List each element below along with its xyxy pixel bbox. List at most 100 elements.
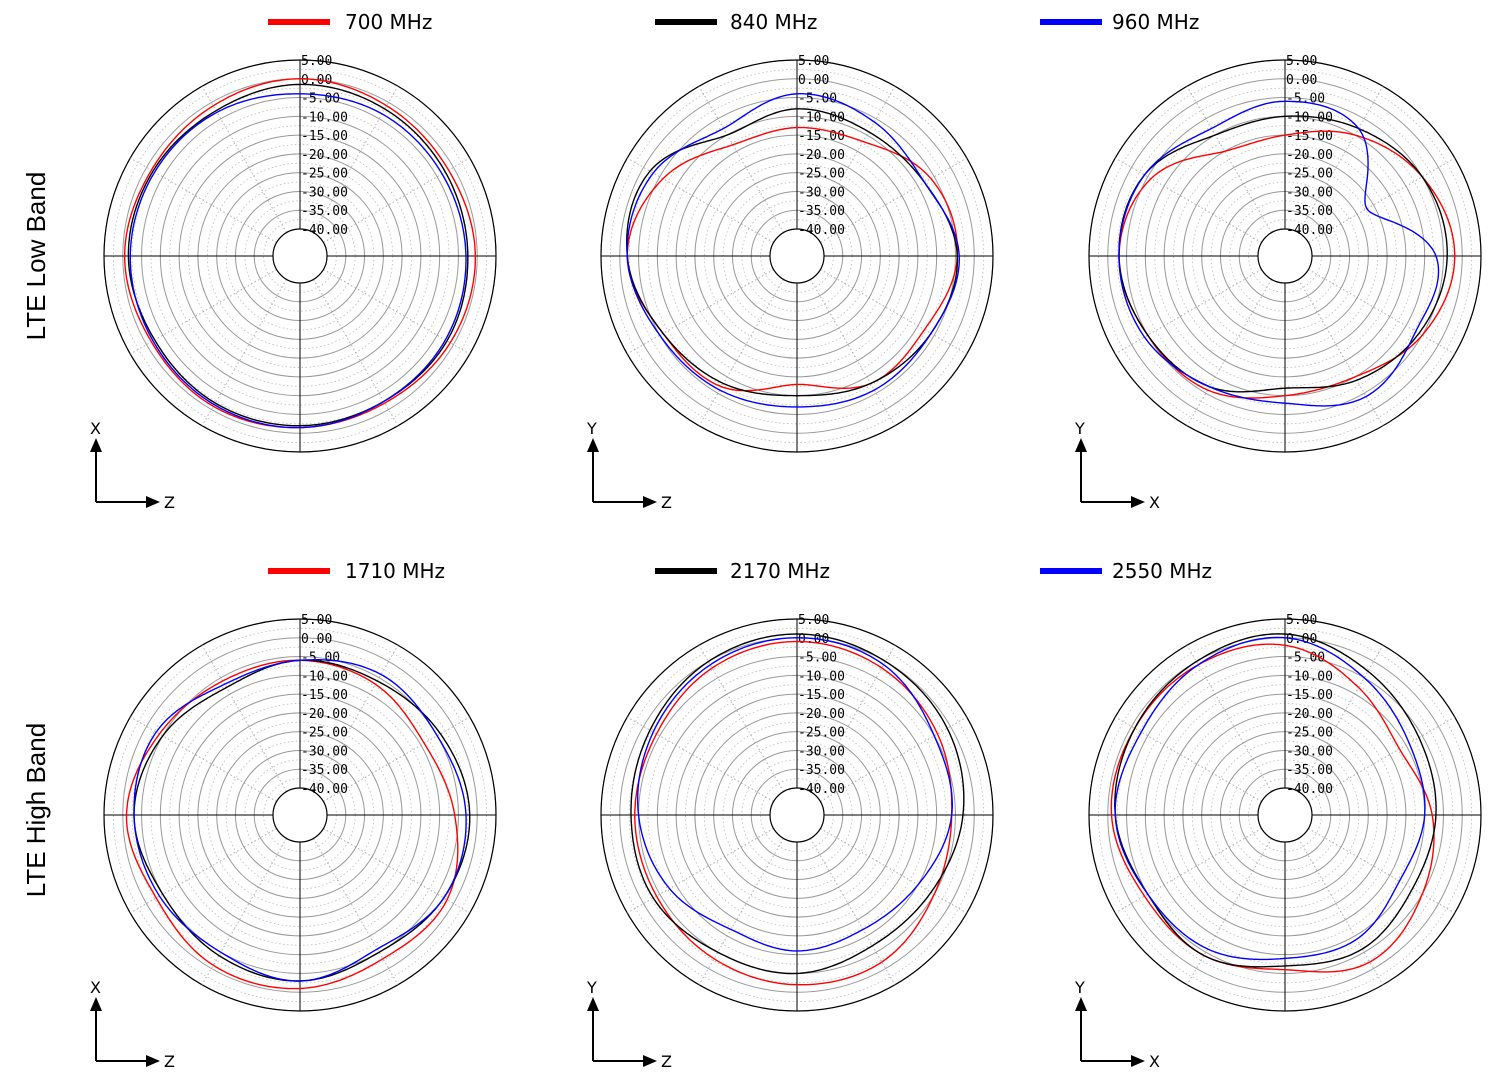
center-hole	[272, 787, 328, 843]
grid-spoke	[810, 645, 896, 792]
series-line	[125, 659, 459, 990]
grid-spoke	[627, 269, 774, 355]
series-line	[637, 637, 953, 952]
right-arrow-head	[146, 496, 160, 508]
right-arrow-head	[1131, 1055, 1145, 1067]
legend-item: 2170 MHz	[655, 559, 830, 583]
row-labels: LTE Low Band LTE High Band	[21, 172, 51, 898]
legend-label: 1710 MHz	[345, 559, 445, 583]
tick-label: -40.00	[798, 782, 845, 797]
grid-spoke	[1298, 645, 1384, 792]
right-arrow-head	[643, 496, 657, 508]
tick-label: 5.00	[798, 54, 829, 69]
grid-spoke	[313, 645, 399, 792]
series-line	[127, 83, 469, 427]
polar-plot: 5.000.00-5.00-10.00-15.00-20.00-25.00-30…	[90, 613, 497, 1071]
right-arrow-head	[146, 1055, 160, 1067]
tick-label: -20.00	[798, 707, 845, 722]
polar-plots: 5.00 0.00 -5.00 -10.00 -15.00 -20.00 -25.00 -30…	[90, 54, 1482, 1071]
tick-label: 0.00	[301, 632, 332, 647]
grid-spoke	[698, 86, 784, 233]
tick-label: -25.00	[301, 726, 348, 741]
legend-label: 2550 MHz	[1112, 559, 1212, 583]
tick-label: 5.00	[301, 613, 332, 628]
grid-spoke	[1115, 828, 1262, 914]
tick-label: -5.00	[798, 651, 837, 666]
grid-spoke	[313, 838, 399, 985]
tick-label: -40.00	[301, 782, 348, 797]
orientation-indicator: YZ	[586, 978, 672, 1071]
tick-label: -20.00	[1286, 148, 1333, 163]
tick-label: -10.00	[1286, 110, 1333, 125]
tick-label: -30.00	[301, 744, 348, 759]
orientation-indicator: XZ	[90, 978, 175, 1071]
axis-right-label: X	[1149, 493, 1160, 512]
up-arrow-head	[90, 997, 102, 1011]
grid-spoke	[1298, 86, 1384, 233]
polar-plot: 5.000.00-5.00-10.00-15.00-20.00-25.00-30…	[90, 54, 497, 512]
up-arrow-head	[587, 997, 599, 1011]
up-arrow-head	[90, 438, 102, 452]
axis-up-label: Y	[586, 419, 597, 438]
tick-label: -35.00	[798, 204, 845, 219]
up-arrow-head	[1075, 438, 1087, 452]
tick-label: -30.00	[798, 185, 845, 200]
center-hole	[272, 228, 328, 284]
grid-spoke	[1115, 157, 1262, 243]
axis-right-label: Z	[661, 493, 672, 512]
tick-label: -20.00	[301, 148, 348, 163]
tick-label: -20.00	[798, 148, 845, 163]
grid-spoke	[1115, 269, 1262, 355]
axis-right-label: Z	[164, 1052, 175, 1071]
tick-label: -35.00	[1286, 763, 1333, 778]
grid-spoke	[627, 716, 774, 802]
up-arrow-head	[587, 438, 599, 452]
grid-spoke	[1298, 838, 1384, 985]
grid-spoke	[130, 716, 277, 802]
row-label: LTE High Band	[21, 723, 51, 897]
tick-label: 5.00	[1286, 54, 1317, 69]
legend-label: 960 MHz	[1112, 10, 1199, 34]
grid-spoke	[820, 269, 967, 355]
tick-label: -10.00	[301, 669, 348, 684]
orientation-indicator: XZ	[90, 419, 175, 512]
grid-spoke	[698, 645, 784, 792]
tick-label: -5.00	[1286, 92, 1325, 107]
legend-item: 2550 MHz	[1040, 559, 1212, 583]
tick-label: 5.00	[301, 54, 332, 69]
tick-label: -5.00	[798, 92, 837, 107]
right-arrow-head	[643, 1055, 657, 1067]
legend-label: 840 MHz	[730, 10, 817, 34]
tick-label: -10.00	[798, 669, 845, 684]
tick-label: 5.00	[798, 613, 829, 628]
axis-right-label: Z	[164, 493, 175, 512]
grid-spoke	[1308, 828, 1455, 914]
axis-right-label: Z	[661, 1052, 672, 1071]
tick-label: 5.00	[1286, 613, 1317, 628]
series-line	[133, 659, 467, 982]
series-line	[634, 640, 953, 986]
tick-label: -25.00	[798, 726, 845, 741]
tick-label: -15.00	[798, 688, 845, 703]
grid-spoke	[1186, 279, 1272, 426]
tick-label: 0.00	[798, 73, 829, 88]
up-arrow-head	[1075, 997, 1087, 1011]
tick-label: -5.00	[301, 92, 340, 107]
tick-label: -30.00	[1286, 185, 1333, 200]
tick-label: -15.00	[1286, 688, 1333, 703]
series-line	[630, 633, 965, 975]
grid-spoke	[201, 645, 287, 792]
grid-spoke	[313, 86, 399, 233]
grid-spoke	[810, 838, 896, 985]
axis-up-label: Y	[1074, 419, 1085, 438]
axis-up-label: Y	[1074, 978, 1085, 997]
legend-item: 960 MHz	[1040, 10, 1199, 34]
series-line	[129, 93, 467, 429]
tick-label: -40.00	[798, 223, 845, 238]
legends: 700 MHz 840 MHz 960 MHz 1710 MHz 2170 MHz 255…	[268, 10, 1212, 583]
series-line	[1118, 100, 1440, 407]
grid-spoke	[130, 828, 277, 914]
legend-item: 700 MHz	[268, 10, 432, 34]
tick-label: -10.00	[798, 110, 845, 125]
